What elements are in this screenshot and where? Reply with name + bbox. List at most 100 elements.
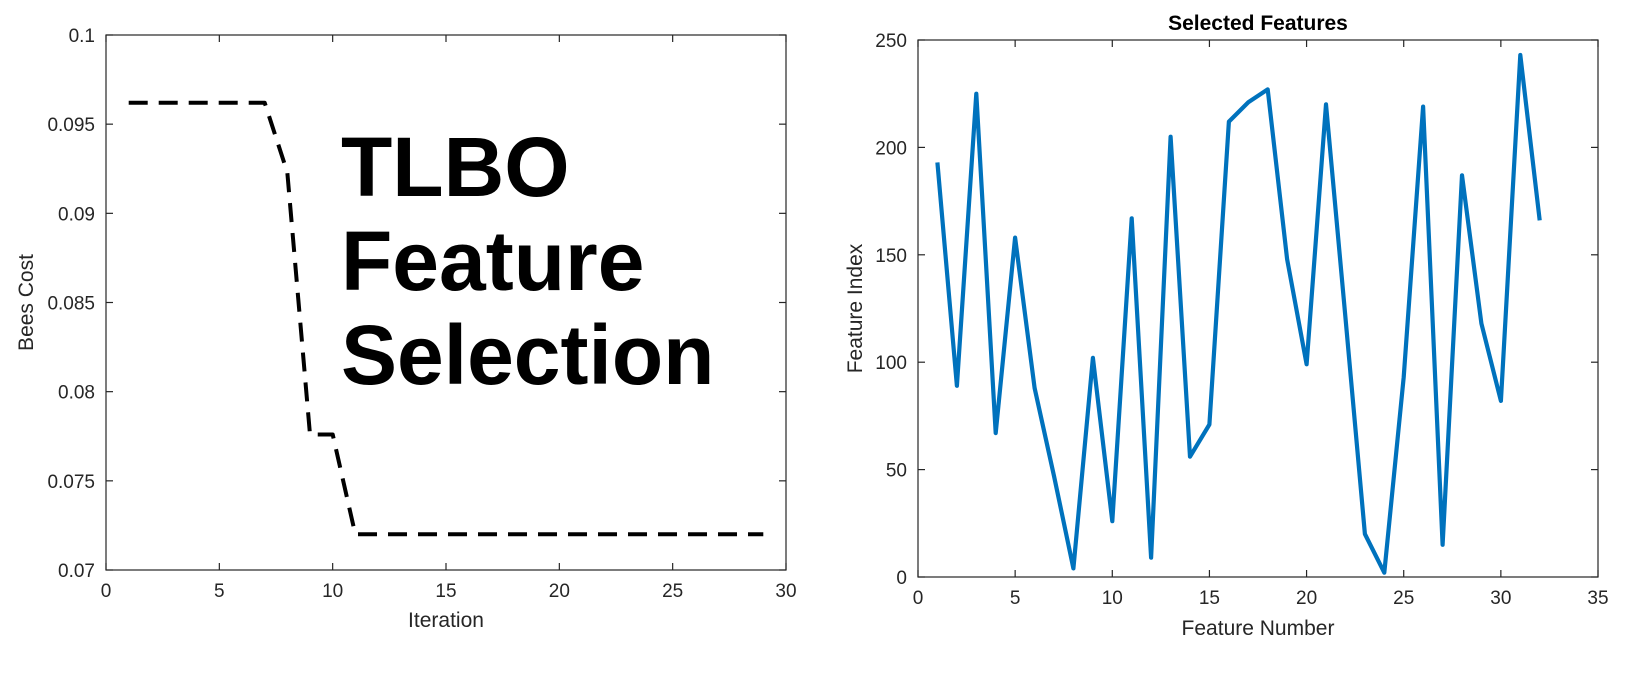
data-point [1168, 134, 1173, 139]
data-point [1421, 104, 1426, 109]
data-point [1382, 570, 1387, 575]
data-point [285, 170, 290, 175]
data-point [557, 532, 562, 537]
series-line [935, 52, 1542, 575]
overlay-line-1: TLBO [341, 120, 570, 214]
overlay-line-2: Feature [341, 214, 644, 308]
plot-area [105, 34, 787, 571]
data-point [693, 532, 698, 537]
x-tick-label: 0 [101, 581, 112, 602]
data-point [716, 532, 721, 537]
x-tick-label: 35 [1587, 588, 1608, 609]
y-axis-label: Bees Cost [15, 254, 38, 351]
x-tick-label: 10 [1102, 588, 1123, 609]
data-point [194, 100, 199, 105]
data-point [398, 532, 403, 537]
data-point [974, 91, 979, 96]
data-point [625, 532, 630, 537]
y-tick-label: 0.085 [47, 294, 95, 315]
data-point [421, 532, 426, 537]
x-tick-label: 0 [913, 588, 924, 609]
features-series [935, 52, 1542, 575]
data-point [602, 532, 607, 537]
x-tick-label: 15 [1199, 588, 1220, 609]
x-tick-label: 20 [549, 581, 570, 602]
data-point [489, 532, 494, 537]
data-point [444, 532, 449, 537]
y-tick-label: 0 [896, 568, 907, 589]
x-tick-label: 25 [1393, 588, 1414, 609]
y-tick-label: 0.075 [47, 472, 95, 493]
data-point [1440, 542, 1445, 547]
data-point [1362, 532, 1367, 537]
data-point [1460, 173, 1465, 178]
tick-marks [917, 39, 1599, 578]
y-tick-label: 150 [875, 246, 907, 267]
y-tick-label: 200 [875, 138, 907, 159]
data-point [993, 431, 998, 436]
plot-area [917, 39, 1599, 578]
y-tick-labels: 0 50 100 150 200 250 [875, 31, 907, 589]
data-point [648, 532, 653, 537]
data-point [1518, 53, 1523, 58]
x-tick-labels: 0 5 10 15 20 25 30 [101, 581, 797, 602]
tick-marks [105, 34, 787, 571]
data-point [353, 532, 358, 537]
x-tick-label: 30 [1490, 588, 1511, 609]
data-point [217, 100, 222, 105]
data-point [954, 383, 959, 388]
data-point [1343, 315, 1348, 320]
x-axis-label: Iteration [408, 609, 484, 632]
y-tick-label: 0.095 [47, 115, 95, 136]
data-point [1129, 216, 1134, 221]
x-tick-label: 15 [435, 581, 456, 602]
data-point [1110, 519, 1115, 524]
x-tick-label: 5 [1010, 588, 1021, 609]
features-chart: 0 5 10 15 20 25 30 35 0 50 100 150 200 250 Selected … [844, 12, 1609, 640]
y-tick-label: 100 [875, 353, 907, 374]
data-point [1188, 454, 1193, 459]
data-point [172, 100, 177, 105]
chart-title: Selected Features [1168, 12, 1348, 35]
x-tick-labels: 0 5 10 15 20 25 30 35 [913, 588, 1609, 609]
y-tick-label: 50 [886, 461, 907, 482]
data-point [308, 432, 313, 437]
data-point [1013, 235, 1018, 240]
x-tick-label: 5 [214, 581, 225, 602]
y-tick-label: 0.08 [58, 383, 95, 404]
data-point [1071, 566, 1076, 571]
data-point [330, 432, 335, 437]
data-point [1149, 555, 1154, 560]
data-point [466, 532, 471, 537]
data-point [126, 100, 131, 105]
y-tick-label: 0.09 [58, 204, 95, 225]
x-tick-label: 20 [1296, 588, 1317, 609]
y-tick-label: 0.1 [69, 26, 95, 47]
y-tick-label: 250 [875, 31, 907, 52]
data-point [1052, 474, 1057, 479]
data-point [149, 100, 154, 105]
data-point [1246, 100, 1251, 105]
data-point [738, 532, 743, 537]
data-point [1265, 87, 1270, 92]
data-point [1324, 102, 1329, 107]
data-point [376, 532, 381, 537]
data-point [1285, 257, 1290, 262]
x-axis-label: Feature Number [1182, 617, 1335, 640]
cost-series [126, 100, 766, 537]
data-point [761, 532, 766, 537]
data-point [1401, 375, 1406, 380]
y-tick-labels: 0.07 0.075 0.08 0.085 0.09 0.095 0.1 [47, 26, 95, 582]
data-point [1479, 321, 1484, 326]
cost-chart: 0 5 10 15 20 25 30 0.07 0.075 0.08 0.085 0.09 0.095… [15, 26, 797, 632]
x-tick-label: 25 [662, 581, 683, 602]
data-point [1498, 398, 1503, 403]
data-point [935, 160, 940, 165]
data-point [1090, 355, 1095, 360]
data-point [240, 100, 245, 105]
overlay-line-3: Selection [341, 308, 714, 402]
y-tick-label: 0.07 [58, 561, 95, 582]
x-tick-label: 10 [322, 581, 343, 602]
y-axis-label: Feature Index [844, 243, 867, 373]
